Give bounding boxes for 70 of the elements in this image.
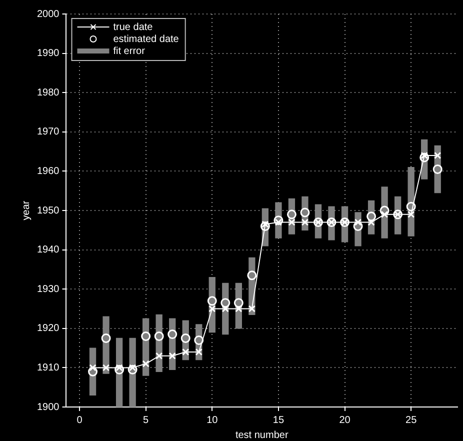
point xyxy=(301,218,309,226)
y-tick-label: 1930 xyxy=(36,284,60,295)
point xyxy=(286,210,296,220)
x-tick-label: 0 xyxy=(76,414,83,426)
legend-label: true date xyxy=(113,22,154,33)
y-tick-label: 1990 xyxy=(36,48,60,60)
point xyxy=(208,305,216,312)
point xyxy=(102,364,110,372)
point xyxy=(406,202,416,212)
y-tick-label: 2000 xyxy=(36,8,60,20)
legend-label: fit error xyxy=(113,46,146,57)
point xyxy=(222,305,229,312)
point xyxy=(288,218,296,226)
y-tick-label: 1910 xyxy=(36,362,60,374)
point xyxy=(156,352,163,360)
y-tick-label: 1940 xyxy=(36,244,60,256)
point xyxy=(260,221,270,231)
point xyxy=(220,298,230,308)
x-axis-title: test number xyxy=(235,430,289,441)
point xyxy=(88,366,98,376)
point xyxy=(114,364,124,374)
point xyxy=(142,360,150,368)
point xyxy=(154,332,164,342)
point xyxy=(380,210,388,218)
point xyxy=(182,348,190,356)
bar xyxy=(129,338,136,407)
point xyxy=(128,364,136,372)
point xyxy=(353,221,363,231)
y-tick-label: 1920 xyxy=(36,323,60,334)
point xyxy=(235,305,242,312)
point xyxy=(274,216,284,226)
point xyxy=(180,333,190,343)
point xyxy=(194,335,204,345)
point xyxy=(434,152,442,160)
y-tick-label: 1980 xyxy=(36,87,60,98)
x-tick-label: 10 xyxy=(206,414,218,426)
y-axis-title: year xyxy=(20,200,32,220)
point xyxy=(420,152,428,160)
point xyxy=(274,218,282,226)
x-tick-label: 20 xyxy=(339,414,351,426)
x-tick-label: 25 xyxy=(406,414,418,426)
legend-label: estimated date xyxy=(113,34,180,45)
point xyxy=(248,305,256,312)
point xyxy=(366,212,376,222)
point xyxy=(101,333,111,343)
point xyxy=(168,352,176,360)
point xyxy=(89,364,96,372)
point xyxy=(195,348,202,356)
y-tick-label: 1900 xyxy=(36,402,60,413)
point xyxy=(368,218,375,226)
x-tick-label: 15 xyxy=(272,414,284,426)
point xyxy=(380,206,390,216)
y-tick-label: 1960 xyxy=(36,166,60,177)
point xyxy=(262,220,269,228)
point xyxy=(300,208,310,218)
y-tick-label: 1970 xyxy=(36,126,60,138)
point xyxy=(141,332,151,342)
bar xyxy=(116,338,123,407)
point xyxy=(234,298,244,308)
point xyxy=(247,270,257,280)
point xyxy=(207,296,217,306)
point xyxy=(168,330,178,340)
y-tick-label: 1950 xyxy=(36,205,60,216)
point xyxy=(420,152,430,162)
point xyxy=(432,164,442,174)
x-tick-label: 5 xyxy=(143,414,150,426)
point xyxy=(354,218,362,226)
point xyxy=(116,364,123,372)
point xyxy=(408,210,415,218)
point xyxy=(128,364,138,374)
